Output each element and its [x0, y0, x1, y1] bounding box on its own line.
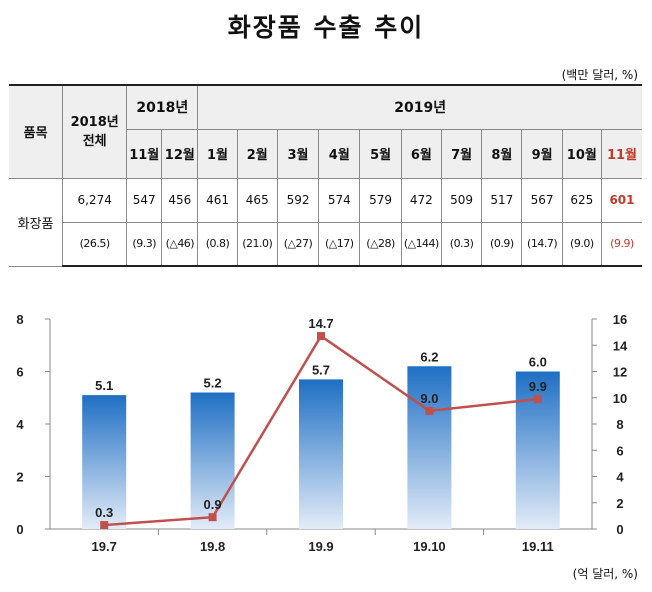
bar-data-label: 6.2 [420, 349, 438, 364]
change-cell: (21.0) [236, 221, 278, 267]
left-tick-label: 8 [16, 312, 23, 327]
value-cell: 567 [521, 177, 563, 223]
line-point [208, 513, 217, 522]
change-cell: (0.3) [440, 221, 483, 267]
month-header: 11월 [126, 128, 163, 179]
right-tick-label: 6 [616, 443, 623, 458]
value-cell: 465 [236, 177, 278, 223]
line-point [317, 332, 325, 341]
group-2018-header: 2018년 [126, 84, 199, 130]
value-cell: 592 [276, 177, 320, 223]
line-data-label: 9.9 [529, 379, 547, 394]
month-header: 3월 [276, 128, 320, 179]
left-tick-label: 0 [16, 522, 23, 537]
x-tick-label: 19.7 [92, 539, 117, 554]
left-tick-label: 4 [16, 417, 24, 432]
line-point [533, 395, 542, 404]
value-cell: 625 [561, 177, 602, 223]
x-tick-label: 19.8 [200, 539, 225, 554]
x-tick-label: 19.10 [413, 539, 446, 554]
bar-data-label: 5.1 [95, 378, 113, 393]
month-header: 1월 [197, 128, 238, 179]
value-cell: 6,274 [62, 177, 128, 223]
page-title: 화장품 수출 추이 [227, 13, 425, 42]
bar-data-label: 6.0 [529, 355, 547, 370]
bar-data-label: 5.2 [204, 376, 222, 391]
month-header: 12월 [161, 128, 199, 179]
bar [299, 379, 343, 529]
month-header: 4월 [318, 128, 361, 179]
row-label: 화장품 [9, 177, 64, 267]
change-cell-highlight: (9.9) [600, 221, 642, 267]
change-cell: (0.8) [197, 221, 238, 267]
change-cell: (△144) [400, 221, 442, 267]
change-cell: (9.3) [126, 221, 163, 267]
value-cell: 461 [197, 177, 238, 223]
value-cell: 574 [318, 177, 361, 223]
value-cell: 456 [161, 177, 199, 223]
item-header: 품목 [9, 84, 64, 179]
bar [190, 392, 235, 529]
month-header: 2월 [236, 128, 278, 179]
right-tick-label: 0 [616, 522, 623, 537]
chart-unit-note: (억 달러, %) [572, 567, 638, 581]
change-cell: (△28) [359, 221, 402, 267]
left-tick-label: 2 [16, 470, 23, 485]
right-tick-label: 14 [613, 338, 628, 353]
right-tick-label: 8 [616, 417, 623, 432]
value-cell: 517 [481, 177, 523, 223]
month-header-highlight: 11월 [600, 128, 642, 179]
month-header: 5월 [359, 128, 402, 179]
change-cell: (△46) [161, 221, 199, 267]
export-trend-chart: 0 2 4 6 8 0 2 4 6 8 10 12 14 16 19.7 19.8 19.9 19.10 19.11… [16, 312, 628, 554]
value-cell: 547 [126, 177, 163, 223]
change-cell: (△27) [276, 221, 320, 267]
x-tick-label: 19.11 [522, 539, 554, 554]
month-header: 10월 [561, 128, 602, 179]
table-unit-note: (백만 달러, %) [561, 68, 638, 82]
change-cell: (26.5) [62, 221, 128, 267]
bar-data-label: 5.7 [312, 362, 330, 377]
total-header: 2018년 전체 [62, 84, 128, 179]
line-point [100, 521, 109, 530]
month-header: 6월 [400, 128, 442, 179]
month-header: 8월 [481, 128, 523, 179]
bar [407, 366, 452, 529]
change-cell: (9.0) [561, 221, 602, 267]
change-cell: (14.7) [521, 221, 563, 267]
value-cell: 579 [359, 177, 402, 223]
line-data-label: 14.7 [308, 316, 333, 331]
value-cell: 509 [440, 177, 483, 223]
value-cell: 472 [400, 177, 442, 223]
change-cell: (0.9) [481, 221, 523, 267]
month-header: 9월 [521, 128, 563, 179]
left-tick-label: 6 [16, 365, 23, 380]
right-tick-label: 10 [613, 391, 627, 406]
value-cell-highlight: 601 [600, 177, 642, 223]
right-tick-label: 4 [616, 470, 624, 485]
right-tick-label: 2 [616, 496, 623, 511]
month-header: 7월 [440, 128, 483, 179]
group-2019-header: 2019년 [197, 84, 642, 130]
right-tick-label: 16 [613, 312, 627, 327]
line-data-label: 0.9 [204, 497, 222, 512]
export-table: 품목 2018년 전체 2018년 2019년 11월 12월 1월 2월 3월… [9, 84, 642, 267]
change-cell: (△17) [318, 221, 361, 267]
line-data-label: 0.3 [95, 505, 113, 520]
x-tick-label: 19.9 [308, 539, 333, 554]
right-tick-label: 12 [613, 365, 627, 380]
bar [82, 395, 127, 529]
line-data-label: 9.0 [420, 391, 438, 406]
line-point [425, 406, 434, 415]
